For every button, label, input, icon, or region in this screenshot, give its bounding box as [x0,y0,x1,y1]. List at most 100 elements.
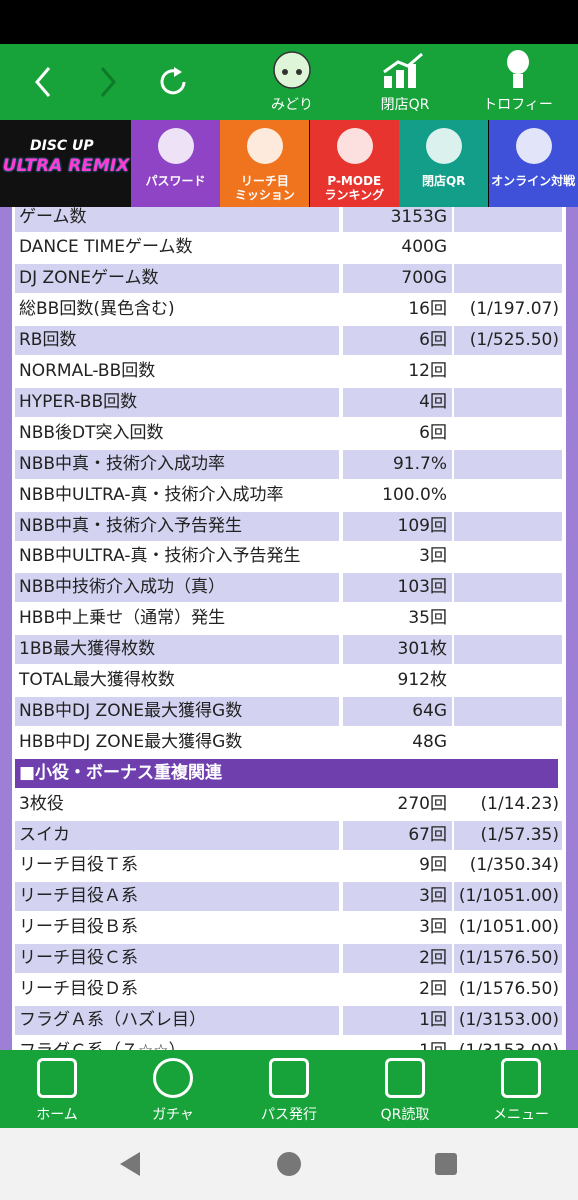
row-ratio [454,666,562,695]
bottom-nav: ホーム ガチャ パス発行 QR読取 メニュー [0,1050,578,1128]
bottom-nav-label[interactable]: パス発行 [261,1107,317,1123]
row-ratio: (1/197.07) [454,295,562,325]
table-row: NORMAL-BB回数 12回 [0,356,578,387]
table-row: DJ ZONEゲーム数 700G [0,263,578,294]
row-value: 700G [343,264,452,294]
row-ratio: (1/1051.00) [454,882,562,912]
table-row: リーチ目役Ｔ系 9回 (1/350.34) [0,850,578,881]
bottom-nav-item[interactable]: パス発行 [239,1050,339,1128]
row-ratio [454,449,562,479]
closing-qr-icon[interactable] [380,50,430,90]
row-label: RB回数 [15,326,339,356]
row-value: 2回 [343,975,452,1004]
row-ratio: (1/14.23) [454,789,562,819]
row-value: 12回 [343,357,452,386]
row-label: DJ ZONEゲーム数 [15,264,339,294]
trophy-icon[interactable] [498,48,538,92]
row-label: リーチ目役Ａ系 [15,882,339,912]
row-label: フラグＣ系（７☆☆） [15,1036,339,1050]
bottom-nav-item[interactable]: QR読取 [355,1050,455,1128]
bottom-nav-label[interactable]: ホーム [36,1107,78,1123]
tile-label[interactable]: P-MODE ランキング [324,174,385,202]
banner-tile[interactable]: 閉店QR [399,120,489,207]
row-ratio: (1/3153.00) [454,1005,562,1035]
row-ratio [454,604,562,634]
left-border [0,207,12,1050]
row-ratio: (1/57.35) [454,820,562,850]
banner-row: DISC UP ULTRA REMIX パスワード リーチ目 ミッション P-MOD… [0,120,578,207]
midori-icon[interactable] [265,48,319,92]
row-ratio: (1/350.34) [454,851,562,881]
tile-label[interactable]: パスワード [145,174,206,188]
tile-label[interactable]: リーチ目 ミッション [234,174,295,202]
table-row: リーチ目役Ｂ系 3回 (1/1051.00) [0,912,578,943]
row-label: リーチ目役Ｂ系 [15,913,339,943]
bottom-nav-label[interactable]: ガチャ [152,1107,194,1123]
banner-tile[interactable]: パスワード [131,120,220,207]
row-value: 1回 [343,1005,452,1035]
table-row: リーチ目役Ａ系 3回 (1/1051.00) [0,881,578,912]
row-value: 400G [343,233,452,263]
right-border [566,207,578,1050]
row-value: 67回 [343,820,452,850]
table-row: RB回数 6回 (1/525.50) [0,325,578,356]
row-label: リーチ目役Ｔ系 [15,851,339,881]
bottom-nav-label[interactable]: メニュー [493,1107,549,1123]
banner-tile[interactable]: P-MODE ランキング [309,120,399,207]
system-nav [0,1128,578,1200]
row-value: 4回 [343,387,452,417]
forward-button[interactable] [88,62,128,102]
tile-label[interactable]: オンライン対戦 [491,174,576,188]
table-row: NBB中ULTRA-真・技術介入予告発生 3回 [0,541,578,572]
table-row: NBB中真・技術介入予告発生 109回 [0,511,578,542]
bottom-nav-item[interactable]: メニュー [471,1050,571,1128]
bottom-nav-icon [153,1058,193,1098]
logo-top: DISC UP [30,138,94,154]
row-value: 270回 [343,789,452,819]
table-row: 3枚役 270回 (1/14.23) [0,789,578,820]
row-label: NBB中技術介入成功（真） [15,573,339,603]
game-logo[interactable]: DISC UP ULTRA REMIX [0,120,131,207]
tile-icon [426,128,463,164]
row-ratio [454,480,562,510]
row-label: NBB後DT突入回数 [15,418,339,448]
row-label: 3枚役 [15,789,339,819]
row-label: 総BB回数(異色含む) [15,295,339,325]
row-value: 16回 [343,295,452,325]
banner-tile[interactable]: リーチ目 ミッション [220,120,310,207]
table-row: 総BB回数(異色含む) 16回 (1/197.07) [0,294,578,325]
row-label: NBB中ULTRA-真・技術介入成功率 [15,480,339,510]
row-ratio [454,511,562,541]
row-ratio: (1/1576.50) [454,944,562,974]
nav-label[interactable]: 閉店QR [380,97,430,113]
row-label: TOTAL最大獲得枚数 [15,666,339,695]
bottom-nav-label[interactable]: QR読取 [380,1107,430,1123]
table-row: スイカ 67回 (1/57.35) [0,820,578,851]
row-value: 103回 [343,573,452,603]
refresh-button[interactable] [154,62,194,102]
row-label: フラグＡ系（ハズレ目） [15,1005,339,1035]
nav-label[interactable]: トロフィー [483,97,553,113]
table-row: HBB中DJ ZONE最大獲得G数 48G [0,727,578,758]
row-value: 1回 [343,1036,452,1050]
row-value: 48G [343,727,452,757]
row-label: NBB中真・技術介入成功率 [15,449,339,479]
table-row: DANCE TIMEゲーム数 400G [0,232,578,263]
row-value: 3回 [343,913,452,943]
row-label: ゲーム数 [15,207,339,232]
table-row: NBB後DT突入回数 6回 [0,418,578,449]
row-ratio [454,635,562,665]
row-value: 109回 [343,511,452,541]
table-row: HYPER-BB回数 4回 [0,387,578,418]
bottom-nav-item[interactable]: ガチャ [123,1050,223,1128]
nav-label[interactable]: みどり [271,97,313,113]
tile-label[interactable]: 閉店QR [421,174,466,188]
back-button[interactable] [25,62,65,102]
row-value: 6回 [343,326,452,356]
bottom-nav-item[interactable]: ホーム [7,1050,107,1128]
row-ratio [454,357,562,386]
row-label: DANCE TIMEゲーム数 [15,233,339,263]
bottom-nav-icon [501,1058,541,1098]
banner-tile[interactable]: オンライン対戦 [488,120,578,207]
status-bar [0,0,578,44]
